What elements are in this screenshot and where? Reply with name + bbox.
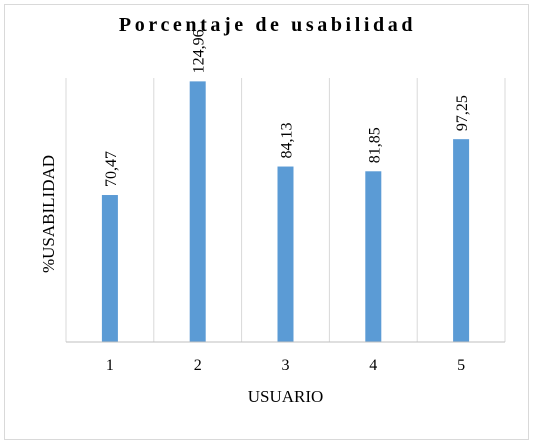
data-labels: 70,47 124,96 84,13 81,85 97,25 [103, 29, 471, 187]
x-tick-label-1: 1 [106, 357, 114, 374]
x-tick-labels: 1 2 3 4 5 [106, 357, 465, 374]
data-label-2: 124,96 [191, 29, 208, 73]
data-label-5: 97,25 [454, 95, 471, 131]
x-tick-label-4: 4 [369, 357, 377, 374]
data-label-1: 70,47 [103, 151, 120, 187]
bar-2 [189, 81, 206, 342]
x-tick-label-3: 3 [282, 357, 290, 374]
chart-title: Porcentaje de usabilidad [118, 14, 417, 36]
bars [101, 81, 470, 342]
grid-lines [65, 78, 506, 342]
bar-3 [277, 166, 294, 342]
x-axis-title: USUARIO [248, 387, 324, 406]
bar-5 [453, 139, 470, 342]
x-tick-label-5: 5 [457, 357, 465, 374]
data-label-3: 84,13 [279, 123, 296, 159]
bar-4 [365, 171, 382, 342]
bar-1 [101, 195, 118, 342]
chart-frame [4, 4, 529, 440]
x-tick-label-2: 2 [194, 357, 202, 374]
y-axis-title: %USABILIDAD [39, 155, 58, 273]
data-label-4: 81,85 [366, 127, 383, 163]
